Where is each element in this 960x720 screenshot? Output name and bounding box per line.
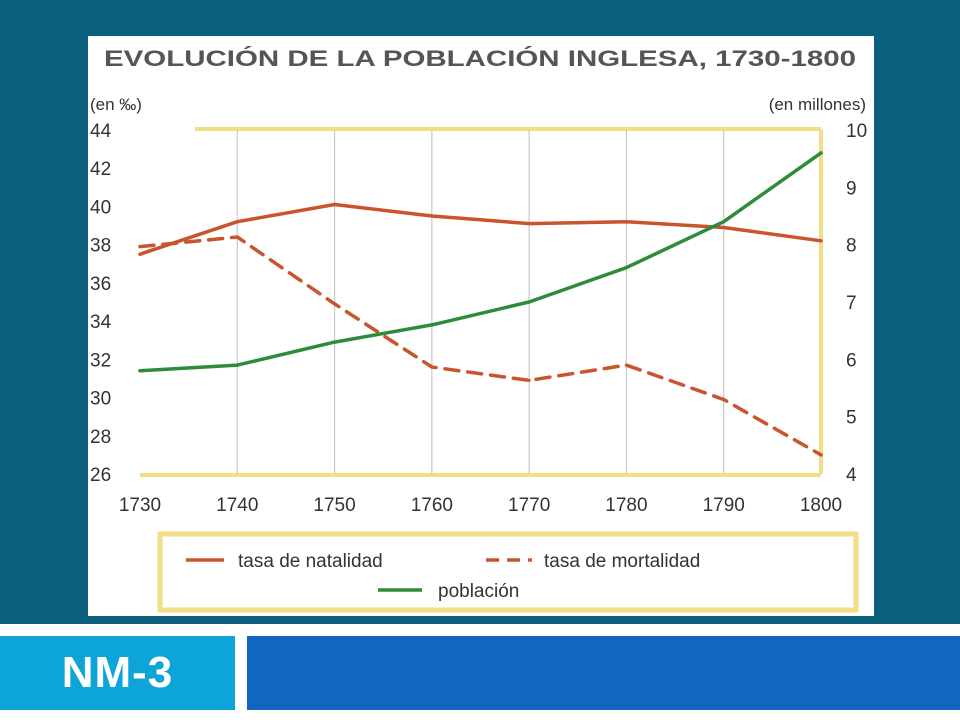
plot-top-strip (195, 127, 821, 131)
x-tick: 1750 (313, 495, 355, 516)
x-tick: 1800 (800, 495, 842, 516)
y-right-tick: 4 (846, 465, 857, 486)
slide-label: NM-3 (61, 648, 174, 697)
legend-label-mortalidad: tasa de mortalidad (544, 551, 700, 572)
series-1-point (430, 365, 434, 369)
series-line-0 (138, 202, 823, 256)
legend-label-natalidad: tasa de natalidad (238, 551, 383, 572)
footer-bar (247, 636, 960, 710)
series-1-point (624, 363, 629, 367)
series-1-point (819, 453, 823, 457)
y-left-tick: 40 (90, 197, 111, 218)
chart-legend: tasa de natalidad tasa de mortalidad pobla… (157, 531, 859, 613)
series-line-2 (138, 151, 823, 373)
series-0-point (138, 252, 142, 256)
series-1-point (332, 302, 337, 306)
chart-card: EVOLUCIÓN DE LA POBLACIÓN INGLESA, 1730-… (88, 36, 874, 616)
series-2-point (527, 300, 531, 304)
series-2-point (332, 340, 337, 344)
series-2-point (722, 220, 726, 224)
plot-area: 44 42 40 38 36 34 32 30 28 26 10 9 8 7 6 5 4 1730 1740 1750… (90, 121, 867, 516)
series-1-point (138, 244, 142, 249)
y-left-tick: 34 (90, 312, 112, 333)
series-0-point (527, 222, 531, 226)
x-tick: 1760 (411, 495, 453, 516)
y-left-tick: 42 (90, 159, 111, 180)
x-tick: 1740 (216, 495, 258, 516)
right-axis-unit: (en millones) (769, 95, 866, 114)
y-right-tick: 6 (846, 350, 857, 371)
series-1-point (527, 378, 531, 382)
legend-label-poblacion: población (438, 581, 519, 602)
x-tick: 1780 (605, 495, 647, 516)
x-tick: 1790 (703, 495, 745, 516)
series-2-point (430, 323, 434, 327)
y-right-tick: 5 (846, 408, 857, 429)
population-chart: EVOLUCIÓN DE LA POBLACIÓN INGLESA, 1730-… (90, 46, 867, 613)
y-left-tick: 30 (90, 389, 111, 410)
y-left-tick: 26 (90, 465, 111, 486)
y-left-tick: 32 (90, 350, 111, 371)
series-1-point (235, 235, 239, 239)
y-left-tick: 38 (90, 236, 111, 257)
series-line-1 (138, 235, 823, 457)
series-2-point (819, 151, 823, 155)
series-0-point (624, 220, 629, 224)
y-right-tick: 9 (846, 178, 857, 199)
series-2-point (235, 363, 239, 367)
y-right-tick: 10 (846, 121, 867, 142)
plot-bottom-strip (140, 473, 821, 477)
y-left-tick: 28 (90, 427, 111, 448)
x-tick: 1770 (508, 495, 550, 516)
series-0-point (722, 225, 726, 230)
series-1-point (722, 397, 726, 402)
y-right-tick: 8 (846, 236, 857, 257)
slide-label-box: NM-3 (0, 636, 235, 710)
series-0-point (819, 239, 823, 243)
x-tick: 1730 (119, 495, 161, 516)
series-2-point (138, 369, 142, 373)
series-2-point (624, 266, 629, 270)
chart-title: EVOLUCIÓN DE LA POBLACIÓN INGLESA, 1730-… (104, 46, 856, 71)
y-left-tick: 44 (90, 121, 112, 142)
y-left-tick: 36 (90, 274, 111, 295)
y-right-tick: 7 (846, 293, 857, 314)
series-0-point (235, 220, 239, 224)
left-axis-unit: (en ‰) (90, 95, 142, 114)
series-0-point (430, 214, 434, 218)
series-0-point (332, 202, 337, 207)
legend-frame (157, 531, 859, 613)
